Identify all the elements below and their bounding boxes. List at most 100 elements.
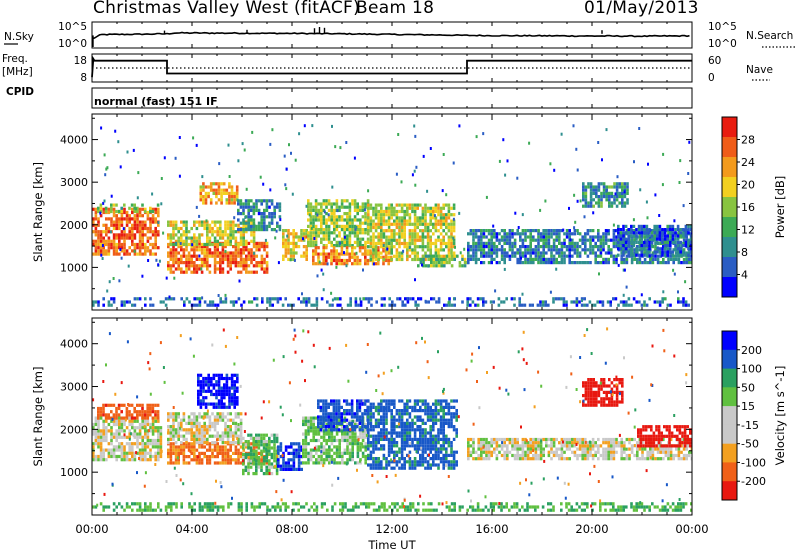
power-cell-11 xyxy=(682,241,686,245)
power-speckle xyxy=(506,159,509,163)
velocity-cell-4 xyxy=(217,383,221,387)
power-cell-2 xyxy=(239,251,243,255)
power-cell-9 xyxy=(442,222,445,226)
velocity-cell-7 xyxy=(351,435,354,439)
power-cell-13 xyxy=(650,231,654,235)
power-cell-9 xyxy=(387,235,391,239)
power-cell-11 xyxy=(493,229,496,233)
velocity-cell-4 xyxy=(228,376,231,381)
power-cell-0 xyxy=(110,246,113,250)
power-cell-8 xyxy=(317,246,320,250)
power-cell-13 xyxy=(619,247,623,251)
velocity-cell-0 xyxy=(92,422,95,427)
power-cell-0 xyxy=(97,239,100,243)
power-cell-9 xyxy=(445,225,448,230)
power-cell-10 xyxy=(427,254,430,258)
power-cell-11 xyxy=(599,248,603,252)
power-cell-0 xyxy=(120,220,124,224)
power-speckle xyxy=(318,260,321,264)
power-cell-3 xyxy=(195,220,199,224)
velocity-cell-4 xyxy=(212,373,216,377)
power-cell-13 xyxy=(676,240,680,244)
power-cell-14 xyxy=(110,297,113,301)
power-cell-13 xyxy=(666,228,669,232)
velocity-cell-8 xyxy=(319,421,323,425)
power-cell-9 xyxy=(406,209,409,214)
power-cell-7 xyxy=(322,228,326,232)
power-speckle xyxy=(101,257,104,260)
power-cell-0 xyxy=(131,230,134,234)
velocity-cell-5 xyxy=(249,446,253,450)
velocity-cell-6 xyxy=(297,442,301,446)
power-cell-14 xyxy=(284,297,287,301)
power-cell-0 xyxy=(151,207,155,211)
power-cell-9 xyxy=(439,213,443,217)
velocity-cell-7 xyxy=(330,454,334,459)
power-cell-8 xyxy=(335,255,338,259)
velocity-cell-5 xyxy=(260,433,263,437)
power-cell-11 xyxy=(493,245,496,249)
power-cell-14 xyxy=(557,297,560,301)
velocity-cell-3 xyxy=(167,415,170,419)
power-cell-12 xyxy=(582,185,585,189)
velocity-cell-0 xyxy=(118,429,121,433)
velocity-cell-4 xyxy=(223,389,226,393)
velocity-cell-7 xyxy=(343,435,347,439)
power-cell-12 xyxy=(621,188,624,192)
power-cell-9 xyxy=(447,213,451,217)
power-cell-0 xyxy=(131,217,134,221)
velocity-cell-0 xyxy=(97,426,100,430)
velocity-cell-3 xyxy=(234,441,238,445)
power-cell-14 xyxy=(552,300,555,304)
power-cell-7 xyxy=(338,234,341,238)
velocity-cell-4 xyxy=(207,373,210,377)
power-cell-10 xyxy=(448,261,451,265)
power-cell-9 xyxy=(445,232,448,236)
power-speckle xyxy=(345,141,348,144)
power-cell-11 xyxy=(490,235,493,239)
power-speckle xyxy=(463,247,466,251)
velocity-cell-3 xyxy=(198,431,201,435)
velocity-cell-3 xyxy=(221,437,225,441)
velocity-cell-7 xyxy=(338,448,341,452)
velocity-cell-2 xyxy=(237,448,240,452)
power-cell-7 xyxy=(320,212,323,216)
power-speckle xyxy=(100,126,103,130)
power-cell-5 xyxy=(276,224,279,228)
velocity-cell-4 xyxy=(199,383,203,387)
power-cell-14 xyxy=(172,297,176,301)
power-cell-11 xyxy=(519,248,522,252)
power-cell-11 xyxy=(649,238,652,242)
power-cell-3 xyxy=(190,239,193,243)
velocity-cell-7 xyxy=(307,419,310,423)
power-cell-14 xyxy=(528,303,532,307)
power-cell-12 xyxy=(584,201,588,205)
power-cell-13 xyxy=(663,234,667,238)
velocity-cell-0 xyxy=(159,438,163,443)
velocity-cell-5 xyxy=(247,462,250,466)
power-cell-9 xyxy=(429,245,432,249)
power-cell-11 xyxy=(495,235,499,239)
power-cell-5 xyxy=(257,224,261,228)
velocity-cell-7 xyxy=(335,454,339,459)
velocity-cell-6 xyxy=(292,451,296,455)
power-cell-14 xyxy=(513,297,516,301)
power-cell-9 xyxy=(406,206,409,210)
velocity-cell-0 xyxy=(133,432,137,436)
velocity-cell-0 xyxy=(97,458,100,462)
power-cell-9 xyxy=(406,241,409,246)
velocity-cell-7 xyxy=(356,454,360,459)
power-speckle xyxy=(277,261,280,265)
power-cell-11 xyxy=(487,251,491,255)
power-cell-12 xyxy=(602,195,606,199)
power-cell-5 xyxy=(265,205,269,209)
power-cell-3 xyxy=(182,233,186,237)
power-speckle xyxy=(452,236,455,240)
power-cell-5 xyxy=(252,208,256,212)
power-cell-3 xyxy=(203,220,206,224)
power-cell-9 xyxy=(411,232,414,236)
power-cell-14 xyxy=(393,303,397,307)
power-cell-11 xyxy=(581,248,584,252)
velocity-cell-7 xyxy=(338,451,341,455)
power-cell-14 xyxy=(622,303,625,307)
